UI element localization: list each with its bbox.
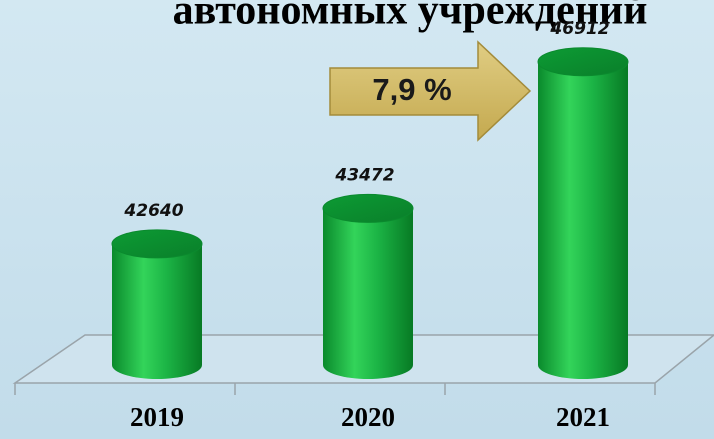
arrow — [329, 40, 532, 142]
annotation: 7,9 % — [372, 72, 451, 107]
cylinder — [112, 243, 202, 379]
value-label: 46912 — [549, 19, 609, 39]
cylinder-top — [111, 229, 203, 259]
cylinder-top — [322, 193, 414, 223]
chart-title: автономных учреждений — [173, 0, 648, 34]
x-tick-label: 2020 — [341, 402, 395, 432]
value-label: 42640 — [123, 201, 183, 221]
cylinder-top — [537, 47, 629, 77]
floor-ticks — [14, 383, 656, 395]
cylinder — [538, 61, 628, 379]
cylinder — [323, 208, 413, 379]
x-tick-label: 2021 — [556, 402, 610, 432]
x-tick-label: 2019 — [130, 402, 184, 432]
value-label: 43472 — [334, 165, 394, 185]
